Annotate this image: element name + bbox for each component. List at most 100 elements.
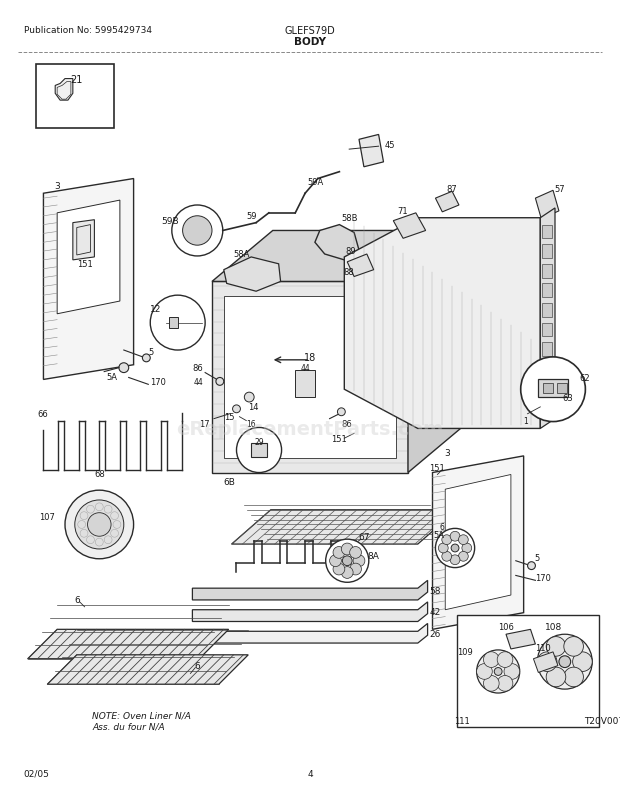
Text: 5A: 5A — [434, 530, 445, 539]
Text: 87: 87 — [447, 184, 458, 193]
Circle shape — [546, 637, 566, 656]
Text: 5: 5 — [149, 348, 154, 357]
Circle shape — [119, 363, 129, 373]
Circle shape — [342, 567, 353, 579]
Circle shape — [350, 564, 361, 575]
Circle shape — [538, 652, 557, 671]
Circle shape — [564, 667, 583, 687]
Circle shape — [484, 652, 499, 667]
Polygon shape — [192, 624, 428, 643]
Text: 6: 6 — [195, 662, 200, 670]
Text: 58B: 58B — [341, 214, 358, 223]
Text: 106: 106 — [498, 622, 514, 631]
Circle shape — [450, 532, 460, 541]
Circle shape — [244, 393, 254, 403]
Circle shape — [65, 491, 133, 559]
Circle shape — [521, 358, 585, 422]
Text: 110: 110 — [535, 644, 551, 653]
Text: 151: 151 — [77, 260, 92, 269]
Text: 59: 59 — [246, 212, 257, 221]
Text: 88: 88 — [344, 268, 355, 277]
Circle shape — [497, 675, 513, 691]
Text: 4: 4 — [307, 769, 313, 778]
Circle shape — [333, 564, 345, 575]
Bar — [542, 245, 552, 258]
Text: 170: 170 — [150, 378, 166, 387]
Text: 5: 5 — [534, 553, 540, 562]
Text: 170: 170 — [535, 573, 551, 582]
Text: 5A: 5A — [107, 372, 118, 382]
Polygon shape — [393, 213, 426, 239]
Circle shape — [435, 529, 475, 568]
Text: 44: 44 — [193, 378, 203, 387]
Text: 8A: 8A — [368, 552, 379, 561]
Circle shape — [494, 668, 502, 675]
Bar — [542, 382, 552, 395]
Circle shape — [236, 428, 281, 473]
Polygon shape — [359, 136, 384, 168]
Text: 6: 6 — [440, 522, 445, 531]
Polygon shape — [57, 200, 120, 314]
Bar — [542, 363, 552, 376]
Polygon shape — [224, 297, 396, 458]
Text: 12: 12 — [149, 305, 161, 314]
Bar — [35, 65, 114, 128]
Text: 59B: 59B — [161, 217, 179, 226]
Circle shape — [504, 664, 520, 679]
Text: Publication No: 5995429734: Publication No: 5995429734 — [24, 26, 152, 34]
Circle shape — [538, 634, 592, 689]
Bar — [542, 342, 552, 356]
Polygon shape — [433, 456, 524, 630]
Text: 6: 6 — [74, 596, 79, 605]
Circle shape — [462, 544, 472, 553]
Circle shape — [172, 206, 223, 257]
Text: 16: 16 — [246, 419, 256, 428]
Circle shape — [326, 540, 369, 582]
Polygon shape — [232, 510, 457, 545]
Circle shape — [477, 664, 492, 679]
Text: 02/05: 02/05 — [24, 769, 50, 778]
Circle shape — [333, 547, 345, 559]
Bar — [542, 225, 552, 239]
Circle shape — [546, 667, 566, 687]
Polygon shape — [212, 282, 408, 473]
Text: 86: 86 — [192, 364, 203, 373]
Text: 66: 66 — [38, 410, 48, 419]
Circle shape — [564, 637, 583, 656]
Text: 21: 21 — [70, 75, 82, 84]
Polygon shape — [536, 191, 559, 220]
Text: 45: 45 — [385, 140, 396, 149]
Text: 107: 107 — [40, 512, 55, 521]
Circle shape — [330, 555, 342, 567]
Circle shape — [458, 535, 468, 545]
Text: 58A: 58A — [233, 250, 250, 259]
Circle shape — [150, 296, 205, 350]
Text: 3: 3 — [445, 449, 450, 458]
Bar — [543, 384, 553, 394]
Circle shape — [442, 535, 451, 545]
Polygon shape — [315, 225, 359, 261]
Circle shape — [183, 217, 212, 246]
Text: 67: 67 — [358, 532, 370, 541]
Text: 111: 111 — [454, 716, 470, 725]
Polygon shape — [47, 655, 248, 684]
Polygon shape — [435, 192, 459, 213]
Text: 86: 86 — [342, 419, 353, 428]
Text: 62: 62 — [579, 374, 590, 383]
Circle shape — [350, 547, 361, 559]
Polygon shape — [344, 218, 540, 429]
Bar — [557, 384, 567, 394]
Circle shape — [442, 552, 451, 561]
Text: 44: 44 — [300, 364, 310, 373]
Text: 108: 108 — [545, 622, 562, 632]
Circle shape — [87, 513, 111, 537]
Polygon shape — [169, 318, 178, 329]
Polygon shape — [55, 79, 73, 101]
Bar — [295, 371, 315, 398]
Polygon shape — [28, 630, 229, 659]
Circle shape — [75, 500, 124, 549]
Circle shape — [450, 555, 460, 565]
Text: 109: 109 — [457, 647, 472, 657]
Text: 17: 17 — [199, 419, 210, 428]
Polygon shape — [43, 180, 133, 380]
